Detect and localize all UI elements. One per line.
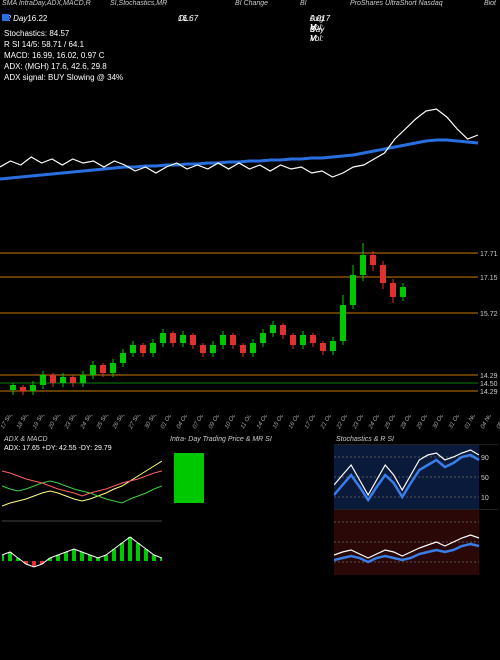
date-tick: 25 Oct (384, 415, 397, 430)
svg-text:17.15: 17.15 (480, 275, 498, 282)
hdr-sma: SMA IntraDay,ADX,MACD,R (2, 0, 91, 7)
date-tick: 15 Oct (272, 415, 285, 430)
date-tick: 21 Oct (320, 415, 333, 430)
date-tick: 17 Oct (304, 415, 317, 430)
date-tick: 10 Oct (224, 415, 237, 430)
adx-panel: ADX & MACD ADX: 17.65 +DY: 42.55 -DY: 29… (2, 435, 166, 585)
date-tick: 30 Sep (144, 415, 157, 430)
date-tick: 24 Oct (368, 415, 381, 430)
date-tick: 25 Sep (96, 415, 109, 430)
hdr-c3: BI (300, 0, 307, 7)
stoch-text: Stochastics: 84.57 (4, 28, 496, 39)
date-tick: 14 Oct (256, 415, 269, 430)
date-tick: 11 Oct (240, 415, 253, 430)
adx-text: ADX: (MGH) 17.6, 42.6, 29.8 (4, 61, 496, 72)
header-row: SMA IntraDay,ADX,MACD,R SI,Stochastics,M… (0, 0, 500, 14)
date-tick: 04 Nov (480, 415, 493, 430)
date-tick: 20 Sep (48, 415, 61, 430)
hdr-r2: Biot (484, 0, 496, 7)
adxsig-text: ADX signal: BUY Slowing @ 34% (4, 72, 496, 83)
adx-title: ADX & MACD (2, 435, 166, 444)
adx-stat: ADX: 17.65 +DY: 42.55 -DY: 29.79 (2, 444, 166, 453)
indicator-block: Stochastics: 84.57 R SI 14/5: 58.71 / 64… (0, 26, 500, 85)
sub-charts-row: ADX & MACD ADX: 17.65 +DY: 42.55 -DY: 29… (0, 435, 500, 585)
candlestick-chart: 17.71 17.15 15.72 14.2914.5014.29 (0, 235, 500, 415)
stoch-title: Stochastics & R SI (334, 435, 498, 444)
hdr-si: SI,Stochastics,MR (110, 0, 167, 7)
intra-title: Intra- Day Trading Price & MR SI (168, 435, 332, 444)
info-row: 12 Day 16.22 CL: 16.67 Avg Vol: 0.017 M … (0, 14, 500, 26)
sma-legend-box (2, 14, 9, 21)
date-axis: 17 Sep18 Sep19 Sep20 Sep23 Sep24 Sep25 S… (0, 415, 500, 435)
hdr-c2: BI Change (235, 0, 268, 7)
date-tick: 28 Oct (400, 415, 413, 430)
macd-text: MACD: 16.99, 16.02, 0.97 C (4, 50, 496, 61)
intra-bar (174, 453, 204, 503)
hdr-r1: ProShares UltraShort Nasdaq (350, 0, 443, 7)
date-tick: 18 Sep (16, 415, 29, 430)
date-tick: 30 Oct (432, 415, 445, 430)
date-tick: 31 Oct (448, 415, 461, 430)
date-tick: 01 Nov (464, 415, 477, 430)
date-tick: 04 Oct (176, 415, 189, 430)
rsi-text: R SI 14/5: 58.71 / 64.1 (4, 39, 496, 50)
stoch-top: 90 50 10 (334, 444, 498, 509)
date-tick: 29 Oct (416, 415, 429, 430)
date-tick: 17 Sep (0, 415, 13, 430)
date-tick: 01 Oct (160, 415, 173, 430)
day-value: 16.22 (27, 14, 47, 23)
stoch-bot (334, 509, 498, 574)
svg-text:15.72: 15.72 (480, 311, 498, 318)
date-tick: 09 Oct (208, 415, 221, 430)
svg-text:14.50: 14.50 (480, 381, 498, 388)
date-tick: 19 Sep (32, 415, 45, 430)
stoch-panel: Stochastics & R SI 90 50 10 (334, 435, 498, 585)
svg-text:14.29: 14.29 (480, 373, 498, 380)
date-tick: 16 Oct (288, 415, 301, 430)
svg-text:14.29: 14.29 (480, 389, 498, 396)
svg-text:50: 50 (481, 475, 489, 482)
svg-text:90: 90 (481, 455, 489, 462)
main-line-chart (0, 89, 500, 229)
intra-panel: Intra- Day Trading Price & MR SI (168, 435, 332, 585)
date-tick: 05 Nov (496, 415, 500, 430)
date-tick: 23 Sep (64, 415, 77, 430)
date-tick: 24 Sep (80, 415, 93, 430)
svg-text:17.71: 17.71 (480, 251, 498, 258)
date-tick: 27 Sep (128, 415, 141, 430)
date-tick: 22 Oct (336, 415, 349, 430)
date-tick: 26 Sep (112, 415, 125, 430)
svg-text:10: 10 (481, 495, 489, 502)
date-tick: 07 Oct (192, 415, 205, 430)
date-tick: 23 Oct (352, 415, 365, 430)
